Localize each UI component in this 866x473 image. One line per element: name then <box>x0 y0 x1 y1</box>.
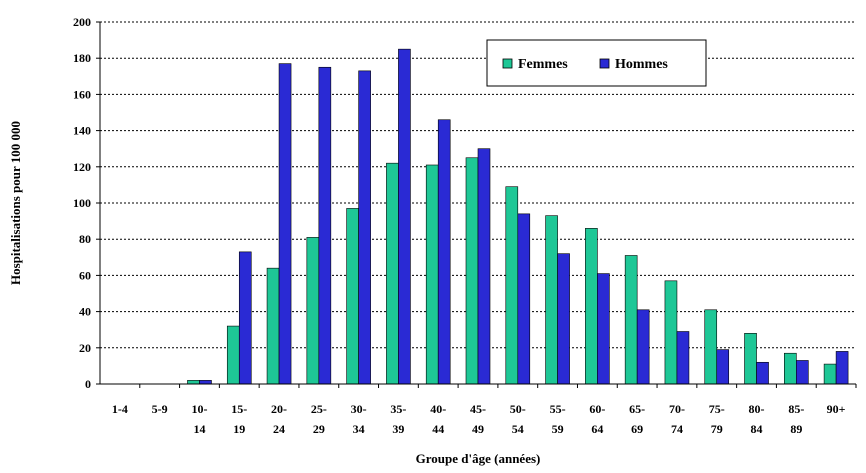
bar-hommes-12 <box>597 273 610 385</box>
x-tick-label: 90+ <box>827 402 846 416</box>
legend-label-femmes: Femmes <box>518 57 568 72</box>
x-tick-label: 25- <box>311 402 327 416</box>
bar-femmes-13 <box>624 255 638 385</box>
bar-hommes-17 <box>796 360 809 385</box>
x-tick-label: 75- <box>709 402 725 416</box>
x-axis-ticks: 1-4 5-9 10- 14 15- 19 20- 24 25- 29 30- 34 35- 39 40- 4… <box>112 384 857 436</box>
x-tick-label-line2: 64 <box>591 422 603 436</box>
bar-femmes-11 <box>545 215 558 385</box>
x-tick-label-line2: 49 <box>472 422 484 436</box>
bar-femmes-18 <box>823 363 837 385</box>
bar-hommes-3 <box>238 251 252 385</box>
y-axis-title: Hospitalisations pour 100 000 <box>8 121 23 285</box>
x-tick-label: 35- <box>390 402 406 416</box>
bar-femmes-12 <box>585 228 598 385</box>
bar-femmes-6 <box>346 208 359 385</box>
y-tick-label: 80 <box>79 232 91 246</box>
axes <box>99 22 856 385</box>
y-tick-label: 40 <box>79 305 91 319</box>
bar-femmes-7 <box>386 162 399 385</box>
x-tick-label-line2: 14 <box>193 422 205 436</box>
bars <box>187 48 849 385</box>
x-tick-label: 20- <box>271 402 287 416</box>
x-tick-label: 15- <box>231 402 247 416</box>
legend: Femmes Hommes <box>486 39 707 87</box>
y-axis-ticks: 0 20 40 60 80 100 120 140 160 180 200 <box>73 15 100 391</box>
x-tick-label: 5-9 <box>152 402 168 416</box>
x-tick-label-line2: 59 <box>552 422 564 436</box>
bar-femmes-15 <box>704 309 718 385</box>
x-tick-label: 55- <box>550 402 566 416</box>
y-tick-label: 120 <box>73 160 91 174</box>
y-tick-label: 0 <box>85 377 91 391</box>
bar-hommes-7 <box>398 48 411 385</box>
x-tick-label-line2: 89 <box>790 422 802 436</box>
bar-hommes-14 <box>676 331 690 385</box>
bar-femmes-9 <box>465 157 479 385</box>
y-tick-label: 140 <box>73 124 91 138</box>
x-tick-label-line2: 54 <box>512 422 524 436</box>
x-tick-label: 40- <box>430 402 446 416</box>
bar-hommes-5 <box>318 66 332 385</box>
x-tick-label: 80- <box>749 402 765 416</box>
bar-femmes-14 <box>664 280 678 385</box>
y-tick-label: 100 <box>73 196 91 210</box>
bar-hommes-8 <box>437 119 451 385</box>
bar-femmes-2 <box>187 380 200 385</box>
bar-hommes-4 <box>278 63 292 385</box>
x-tick-label-line2: 79 <box>711 422 723 436</box>
x-tick-label: 10- <box>191 402 207 416</box>
bar-hommes-11 <box>557 253 570 385</box>
legend-label-hommes: Hommes <box>615 57 668 72</box>
y-tick-label: 20 <box>79 341 91 355</box>
y-tick-label: 60 <box>79 268 91 282</box>
bar-hommes-10 <box>517 213 531 385</box>
x-tick-label-line2: 39 <box>392 422 404 436</box>
x-tick-label: 45- <box>470 402 486 416</box>
bar-femmes-5 <box>306 237 320 385</box>
y-tick-label: 160 <box>73 87 91 101</box>
bar-hommes-13 <box>636 309 650 385</box>
bar-hommes-6 <box>358 70 371 385</box>
x-tick-label-line2: 29 <box>313 422 325 436</box>
bar-hommes-9 <box>477 148 491 385</box>
legend-box <box>486 39 707 87</box>
x-tick-label-line2: 34 <box>353 422 365 436</box>
bar-femmes-10 <box>505 186 519 385</box>
x-tick-label-line2: 44 <box>432 422 444 436</box>
x-tick-label-line2: 19 <box>233 422 245 436</box>
bar-femmes-16 <box>744 333 757 385</box>
bar-femmes-17 <box>784 352 797 385</box>
bar-hommes-15 <box>716 349 730 385</box>
legend-swatch-femmes <box>502 58 513 69</box>
bar-hommes-2 <box>199 380 212 385</box>
bar-femmes-3 <box>226 325 240 385</box>
legend-swatch-hommes <box>599 58 610 69</box>
bar-femmes-4 <box>266 267 280 385</box>
x-tick-label: 85- <box>788 402 804 416</box>
x-tick-label-line2: 84 <box>751 422 763 436</box>
x-tick-label: 60- <box>589 402 605 416</box>
bar-hommes-16 <box>756 361 769 385</box>
x-axis-title: Groupe d'âge (années) <box>416 451 541 466</box>
x-tick-label: 70- <box>669 402 685 416</box>
y-tick-label: 200 <box>73 15 91 29</box>
x-tick-label: 30- <box>351 402 367 416</box>
y-tick-label: 180 <box>73 51 91 65</box>
bar-femmes-8 <box>425 164 439 385</box>
x-tick-label-line2: 24 <box>273 422 285 436</box>
x-tick-label: 1-4 <box>112 402 128 416</box>
bar-hommes-18 <box>835 351 849 385</box>
x-tick-label-line2: 69 <box>631 422 643 436</box>
gridlines <box>100 21 856 349</box>
x-tick-label: 50- <box>510 402 526 416</box>
x-tick-label: 65- <box>629 402 645 416</box>
x-tick-label-line2: 74 <box>671 422 683 436</box>
